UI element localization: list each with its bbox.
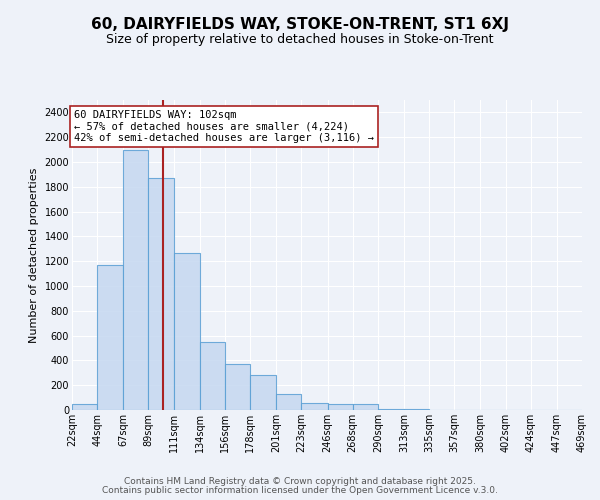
Bar: [276, 394, 301, 410]
Bar: [250, 376, 276, 410]
Text: 60, DAIRYFIELDS WAY, STOKE-ON-TRENT, ST1 6XJ: 60, DAIRYFIELDS WAY, STOKE-ON-TRENT, ST1…: [91, 18, 509, 32]
Text: 60 DAIRYFIELDS WAY: 102sqm
← 57% of detached houses are smaller (4,224)
42% of s: 60 DAIRYFIELDS WAY: 102sqm ← 57% of deta…: [74, 110, 374, 143]
Y-axis label: Number of detached properties: Number of detached properties: [29, 168, 39, 342]
Bar: [173, 252, 200, 410]
Bar: [97, 265, 124, 410]
Text: Size of property relative to detached houses in Stoke-on-Trent: Size of property relative to detached ho…: [106, 32, 494, 46]
Bar: [378, 409, 404, 410]
Bar: [353, 404, 378, 410]
Bar: [148, 178, 173, 410]
Bar: [124, 150, 148, 410]
Bar: [301, 402, 328, 410]
Text: Contains public sector information licensed under the Open Government Licence v.: Contains public sector information licen…: [102, 486, 498, 495]
Text: Contains HM Land Registry data © Crown copyright and database right 2025.: Contains HM Land Registry data © Crown c…: [124, 477, 476, 486]
Bar: [328, 404, 353, 410]
Bar: [72, 404, 97, 410]
Bar: [225, 364, 250, 410]
Bar: [200, 342, 225, 410]
